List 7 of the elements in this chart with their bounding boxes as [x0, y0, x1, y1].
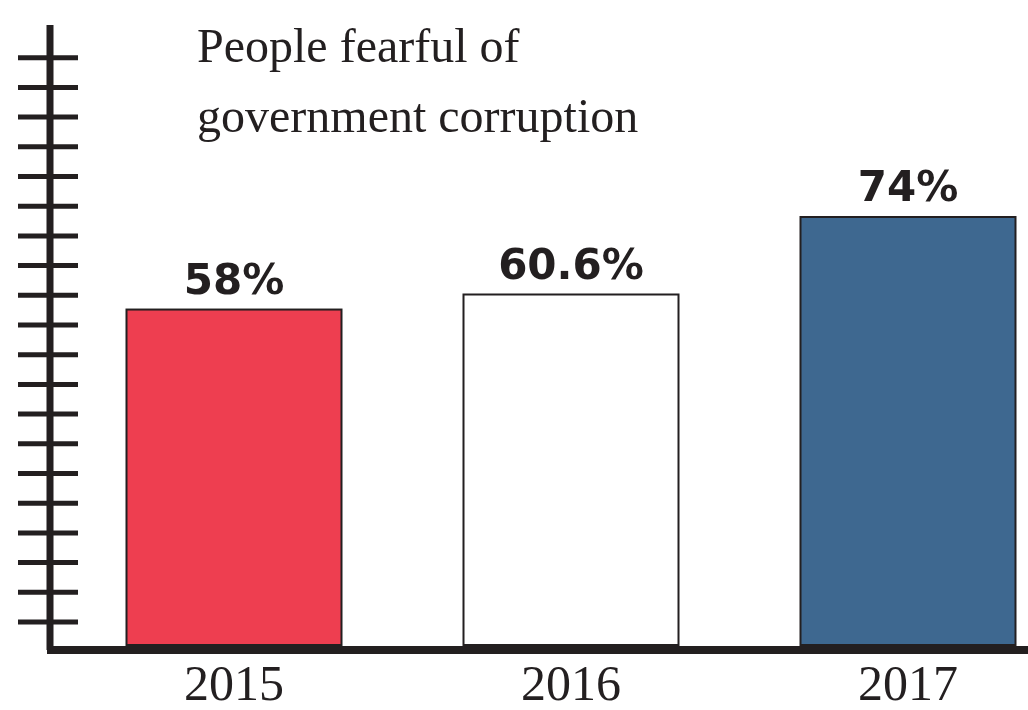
data-label: 74% — [857, 162, 959, 211]
x-tick-label: 2015 — [184, 655, 284, 710]
data-label: 58% — [183, 254, 285, 304]
data-label: 60.6% — [498, 239, 644, 289]
chart-title: People fearful of government corruption — [197, 19, 639, 142]
x-tick-label: 2016 — [521, 655, 621, 710]
x-tick-label: 2017 — [858, 655, 958, 710]
